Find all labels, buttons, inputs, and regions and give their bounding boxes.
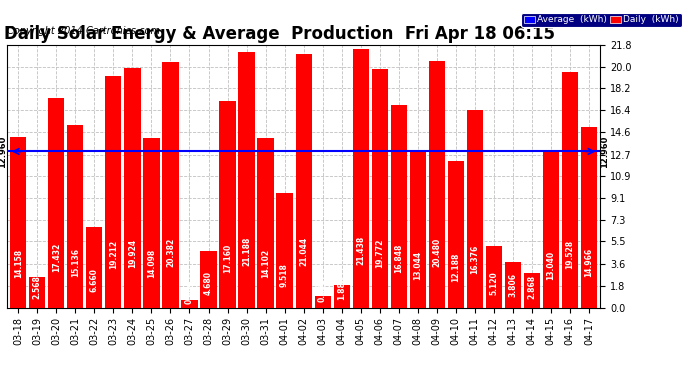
Bar bbox=[68, 125, 83, 308]
Bar bbox=[428, 61, 445, 308]
Text: 14.158: 14.158 bbox=[14, 249, 23, 278]
Bar bbox=[333, 285, 350, 308]
Bar bbox=[543, 150, 559, 308]
Bar bbox=[162, 62, 179, 308]
Text: 12.960: 12.960 bbox=[0, 135, 7, 168]
Bar bbox=[372, 69, 388, 308]
Bar bbox=[410, 150, 426, 308]
Text: 13.040: 13.040 bbox=[546, 251, 555, 280]
Text: 0.664: 0.664 bbox=[185, 280, 194, 303]
Title: Daily Solar Energy & Average  Production  Fri Apr 18 06:15: Daily Solar Energy & Average Production … bbox=[4, 26, 555, 44]
Bar bbox=[581, 127, 597, 308]
Text: 16.376: 16.376 bbox=[471, 245, 480, 274]
Text: 13.044: 13.044 bbox=[413, 251, 422, 280]
Text: 16.848: 16.848 bbox=[394, 244, 403, 273]
Text: 21.044: 21.044 bbox=[299, 237, 308, 266]
Text: 14.966: 14.966 bbox=[584, 248, 593, 277]
Bar bbox=[200, 251, 217, 308]
Text: 19.528: 19.528 bbox=[565, 240, 574, 268]
Text: 19.924: 19.924 bbox=[128, 239, 137, 268]
Text: 17.160: 17.160 bbox=[223, 244, 232, 273]
Bar bbox=[239, 53, 255, 308]
Bar bbox=[315, 296, 331, 307]
Text: 21.188: 21.188 bbox=[242, 236, 251, 266]
Text: 19.772: 19.772 bbox=[375, 239, 384, 268]
Text: 15.136: 15.136 bbox=[71, 248, 80, 276]
Bar bbox=[562, 72, 578, 308]
Text: 20.480: 20.480 bbox=[432, 238, 441, 267]
Bar bbox=[504, 262, 521, 308]
Text: 20.382: 20.382 bbox=[166, 238, 175, 267]
Text: 21.438: 21.438 bbox=[356, 236, 365, 265]
Text: 12.960: 12.960 bbox=[600, 135, 609, 168]
Legend: Average  (kWh), Daily  (kWh): Average (kWh), Daily (kWh) bbox=[521, 13, 682, 27]
Bar bbox=[466, 110, 483, 308]
Bar bbox=[486, 246, 502, 308]
Text: 5.120: 5.120 bbox=[489, 271, 498, 295]
Text: 12.188: 12.188 bbox=[451, 252, 460, 282]
Bar bbox=[124, 68, 141, 308]
Bar bbox=[524, 273, 540, 308]
Bar bbox=[86, 227, 103, 308]
Bar bbox=[353, 50, 368, 308]
Bar bbox=[144, 138, 159, 308]
Text: 14.102: 14.102 bbox=[261, 249, 270, 278]
Text: 1.880: 1.880 bbox=[337, 276, 346, 300]
Bar bbox=[391, 105, 407, 308]
Text: 9.518: 9.518 bbox=[280, 263, 289, 287]
Text: 2.868: 2.868 bbox=[527, 274, 536, 299]
Bar bbox=[48, 98, 64, 308]
Text: 3.806: 3.806 bbox=[509, 273, 518, 297]
Bar bbox=[106, 76, 121, 308]
Text: 2.568: 2.568 bbox=[33, 275, 42, 299]
Text: 4.680: 4.680 bbox=[204, 272, 213, 296]
Bar bbox=[295, 54, 312, 307]
Bar bbox=[219, 101, 235, 308]
Text: 19.212: 19.212 bbox=[109, 240, 118, 269]
Text: 0.932: 0.932 bbox=[318, 278, 327, 302]
Bar bbox=[257, 138, 274, 308]
Bar bbox=[277, 193, 293, 308]
Bar bbox=[448, 161, 464, 308]
Text: 14.098: 14.098 bbox=[147, 249, 156, 278]
Text: 6.660: 6.660 bbox=[90, 268, 99, 292]
Text: 17.432: 17.432 bbox=[52, 243, 61, 272]
Bar bbox=[29, 277, 46, 308]
Bar bbox=[181, 300, 197, 307]
Text: Copyright 2014 Cartronics.com: Copyright 2014 Cartronics.com bbox=[7, 26, 160, 36]
Bar bbox=[10, 137, 26, 308]
